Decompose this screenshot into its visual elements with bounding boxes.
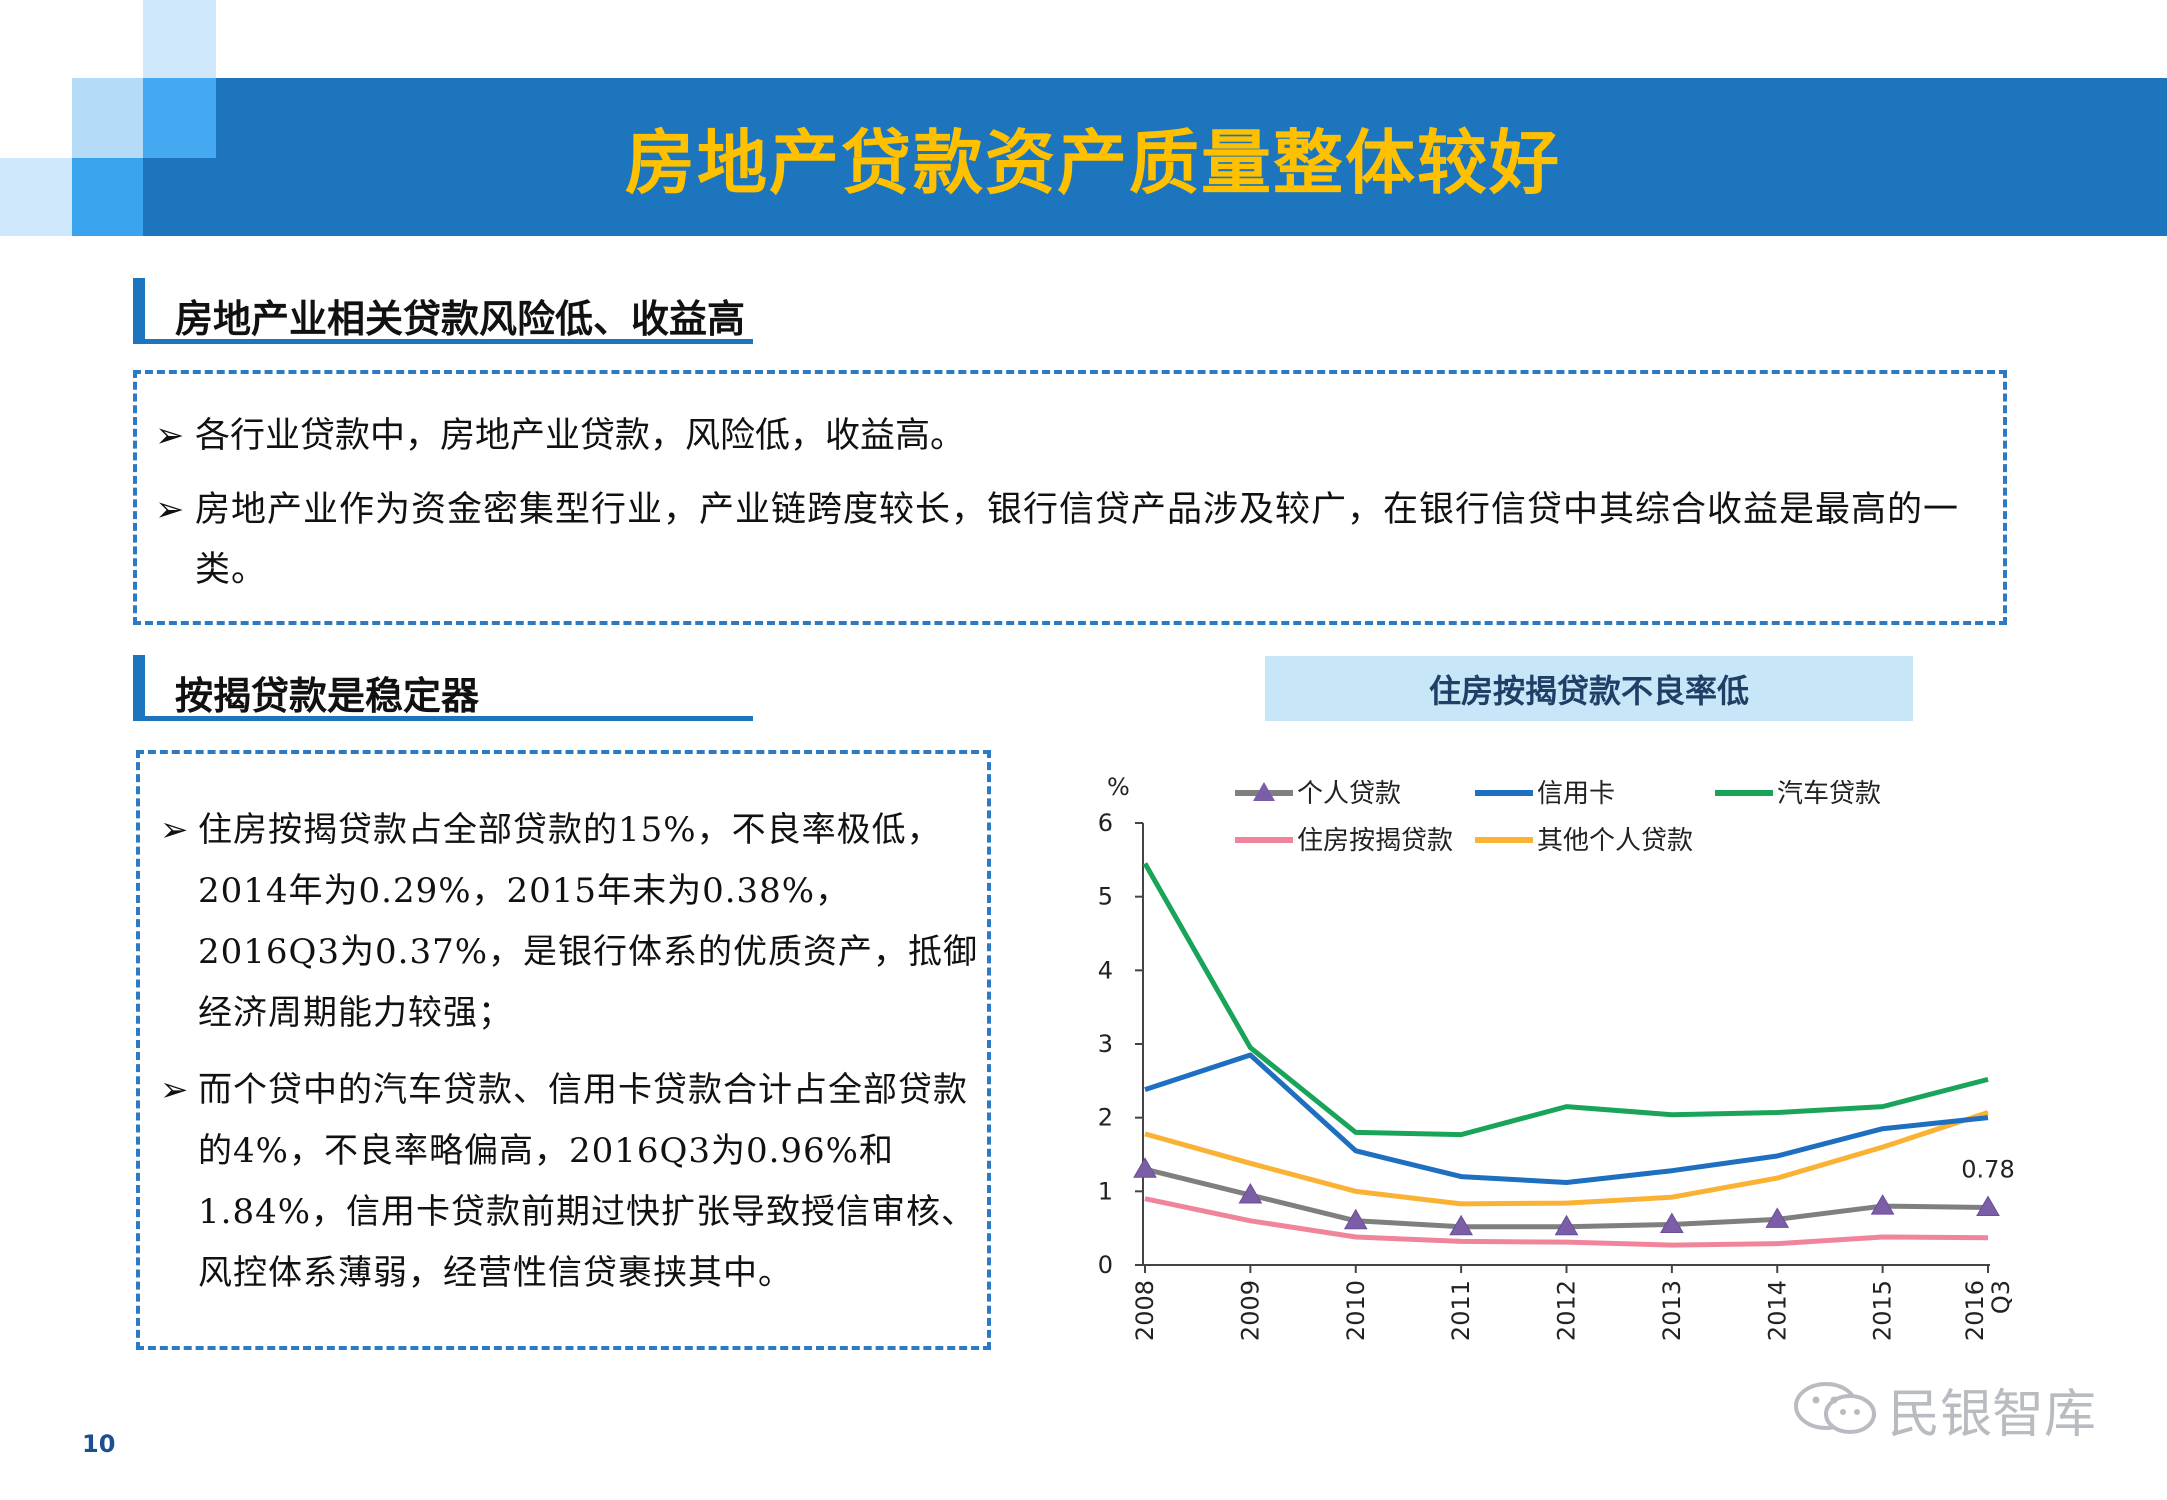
deco-square — [72, 78, 143, 158]
y-tick-label: 1 — [1098, 1177, 1113, 1205]
legend-label: 其他个人贷款 — [1537, 826, 1693, 856]
section2-textbox — [136, 750, 991, 1350]
data-point — [1449, 1214, 1473, 1236]
series-line — [1142, 862, 1989, 1138]
data-point — [1343, 1208, 1368, 1230]
x-tick-label: 2008 — [1131, 1280, 1159, 1341]
bullet-item: ➢ 各行业贷款中，房地产业贷款，风险低，收益高。 — [155, 408, 1995, 464]
arrow-bullet-icon: ➢ — [160, 1070, 189, 1110]
bullet-text: 各行业贷款中，房地产业贷款，风险低，收益高。 — [195, 416, 966, 456]
legend-label: 信用卡 — [1537, 779, 1615, 809]
series-line — [1144, 1196, 1989, 1248]
chart-title-banner: 住房按揭贷款不良率低 — [1265, 656, 1913, 721]
deco-square — [143, 0, 216, 78]
x-tick-label-group: 2008 — [1131, 1280, 1159, 1341]
x-tick-label: 2014 — [1763, 1280, 1791, 1341]
page-title: 房地产贷款资产质量整体较好 — [625, 121, 1561, 204]
x-tick-label: Q3 — [1987, 1280, 2015, 1314]
x-tick-label: 2011 — [1447, 1280, 1475, 1341]
x-tick-label-group: 2009 — [1236, 1280, 1264, 1341]
page-number: 10 — [82, 1430, 116, 1458]
line-chart: % 0 1 2 3 4 5 6 2008 2009 2010 2011 2012 2013 2014 2015… — [1098, 773, 2015, 1341]
arrow-bullet-icon: ➢ — [160, 810, 189, 850]
x-tick-label: 2012 — [1553, 1280, 1581, 1341]
data-point — [1554, 1214, 1579, 1236]
series-line — [1144, 1052, 1989, 1185]
arrow-bullet-icon: ➢ — [155, 416, 185, 456]
legend-marker — [1253, 782, 1275, 801]
x-tick-label: 2010 — [1342, 1280, 1370, 1341]
deco-square — [143, 78, 216, 158]
data-point — [1765, 1207, 1790, 1228]
data-point — [1133, 1157, 1157, 1178]
x-tick-label-group: 2016Q3 — [1961, 1280, 2015, 1341]
y-tick-label: 2 — [1098, 1104, 1113, 1132]
wechat-icon — [1794, 1382, 1876, 1434]
y-tick-label: 6 — [1098, 809, 1113, 837]
bullet-text: 房地产业作为资金密集型行业，产业链跨度较长，银行信贷产品涉及较广，在银行信贷中其… — [195, 490, 1960, 590]
section1-textbox — [133, 370, 2007, 625]
legend-label: 汽车贷款 — [1777, 779, 1881, 809]
arrow-bullet-icon: ➢ — [155, 490, 185, 530]
bullet-item: ➢ 而个贷中的汽车贷款、信用卡贷款合计占全部贷款的4%，不良率略偏高，2016Q… — [160, 1060, 985, 1304]
data-point — [1870, 1194, 1895, 1215]
y-tick-label: 4 — [1098, 956, 1113, 984]
x-tick-label-group: 2013 — [1658, 1280, 1686, 1341]
header-band — [143, 78, 2167, 236]
x-tick-label: 2015 — [1869, 1280, 1897, 1341]
deco-square — [72, 158, 143, 236]
y-tick-label: 0 — [1098, 1251, 1113, 1279]
data-point — [1238, 1183, 1263, 1204]
x-tick-label-group: 2014 — [1763, 1280, 1791, 1341]
x-tick-label: 2013 — [1658, 1280, 1686, 1341]
x-tick-label-group: 2012 — [1553, 1280, 1581, 1341]
x-tick-label: 2016 — [1961, 1280, 1989, 1341]
bullet-text: 而个贷中的汽车贷款、信用卡贷款合计占全部贷款的4%，不良率略偏高，2016Q3为… — [198, 1070, 977, 1293]
section-marker — [133, 278, 145, 342]
section-underline — [133, 339, 753, 344]
x-tick-label-group: 2010 — [1342, 1280, 1370, 1341]
deco-square — [0, 158, 72, 236]
section-underline — [133, 716, 753, 721]
series-line — [1144, 1110, 1989, 1207]
bullet-item: ➢ 住房按揭贷款占全部贷款的15%，不良率极低，2014年为0.29%，2015… — [160, 800, 985, 1044]
y-tick-label: 3 — [1098, 1030, 1113, 1058]
x-tick-label: 2009 — [1236, 1280, 1264, 1341]
x-tick-label-group: 2015 — [1869, 1280, 1897, 1341]
data-point — [1660, 1212, 1684, 1233]
section-marker — [133, 655, 145, 719]
bullet-text: 住房按揭贷款占全部贷款的15%，不良率极低，2014年为0.29%，2015年末… — [198, 810, 979, 1033]
data-label: 0.78 — [1961, 1156, 2014, 1184]
watermark-text: 民银智库 — [1888, 1385, 2097, 1445]
y-tick-label: 5 — [1098, 883, 1113, 911]
section-heading: 按揭贷款是稳定器 — [175, 674, 480, 718]
legend-label: 个人贷款 — [1297, 779, 1401, 809]
deco-square — [143, 158, 216, 236]
legend-label: 住房按揭贷款 — [1297, 826, 1453, 856]
y-axis-label: % — [1107, 773, 1130, 801]
bullet-item: ➢ 房地产业作为资金密集型行业，产业链跨度较长，银行信贷产品涉及较广，在银行信贷… — [155, 480, 1995, 600]
section-heading: 房地产业相关贷款风险低、收益高 — [175, 297, 746, 341]
x-tick-label-group: 2011 — [1447, 1280, 1475, 1341]
data-point — [1976, 1195, 2000, 1217]
